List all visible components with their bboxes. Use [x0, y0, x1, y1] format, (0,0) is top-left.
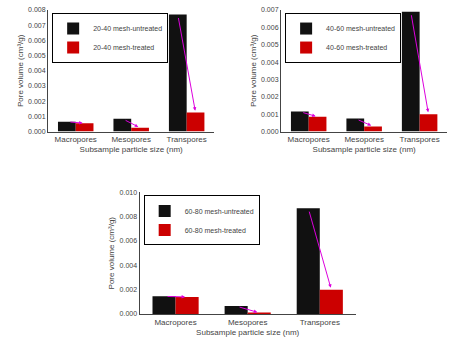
svg-text:Subsample particle size (nm): Subsample particle size (nm) — [313, 145, 416, 154]
svg-text:0.002: 0.002 — [261, 93, 279, 100]
svg-text:Subsample particle size (nm): Subsample particle size (nm) — [80, 145, 183, 154]
svg-text:0.010: 0.010 — [120, 189, 138, 196]
svg-text:20-40 mesh-treated: 20-40 mesh-treated — [93, 44, 154, 51]
svg-text:Transpores: Transpores — [167, 135, 207, 144]
svg-text:0.006: 0.006 — [120, 237, 138, 244]
svg-text:40-60 mesh-untreated: 40-60 mesh-untreated — [326, 25, 395, 32]
svg-text:Subsample particle size (nm): Subsample particle size (nm) — [196, 328, 299, 337]
svg-text:0.002: 0.002 — [28, 98, 46, 105]
svg-text:Pore volume (cm³/g): Pore volume (cm³/g) — [16, 34, 25, 107]
svg-text:40-60 mesh-treated: 40-60 mesh-treated — [326, 44, 387, 51]
svg-text:0.000: 0.000 — [120, 310, 138, 317]
svg-text:Transpores: Transpores — [400, 135, 440, 144]
svg-text:Macropores: Macropores — [288, 135, 330, 144]
svg-text:Macropores: Macropores — [55, 135, 97, 144]
svg-text:0.004: 0.004 — [261, 59, 279, 66]
svg-text:0.004: 0.004 — [120, 262, 138, 269]
svg-text:0.008: 0.008 — [28, 6, 46, 13]
svg-text:0.008: 0.008 — [120, 213, 138, 220]
svg-text:Mesopores: Mesopores — [344, 135, 384, 144]
svg-text:60-80 mesh-treated: 60-80 mesh-treated — [185, 227, 246, 234]
svg-text:0.005: 0.005 — [261, 41, 279, 48]
svg-text:0.005: 0.005 — [28, 52, 46, 59]
svg-text:0.001: 0.001 — [28, 113, 46, 120]
svg-text:Mesopores: Mesopores — [111, 135, 151, 144]
svg-text:0.004: 0.004 — [28, 67, 46, 74]
svg-text:0.006: 0.006 — [261, 24, 279, 31]
svg-text:0.007: 0.007 — [28, 22, 46, 29]
svg-text:Mesopores: Mesopores — [228, 318, 268, 327]
svg-text:0.003: 0.003 — [261, 76, 279, 83]
svg-text:Macropores: Macropores — [154, 318, 196, 327]
svg-text:0.002: 0.002 — [120, 286, 138, 293]
svg-text:Transpores: Transpores — [300, 318, 340, 327]
svg-text:0.007: 0.007 — [261, 6, 279, 13]
svg-text:0.000: 0.000 — [261, 128, 279, 135]
svg-text:0.006: 0.006 — [28, 37, 46, 44]
svg-text:Pore volume (cm³/g): Pore volume (cm³/g) — [249, 34, 258, 107]
svg-text:0.003: 0.003 — [28, 82, 46, 89]
svg-text:0.001: 0.001 — [261, 111, 279, 118]
svg-text:0.000: 0.000 — [28, 128, 46, 135]
svg-text:Pore volume (cm³/g): Pore volume (cm³/g) — [107, 217, 116, 290]
svg-text:20-40 mesh-untreated: 20-40 mesh-untreated — [93, 25, 162, 32]
svg-text:60-80 mesh-untreated: 60-80 mesh-untreated — [185, 208, 254, 215]
